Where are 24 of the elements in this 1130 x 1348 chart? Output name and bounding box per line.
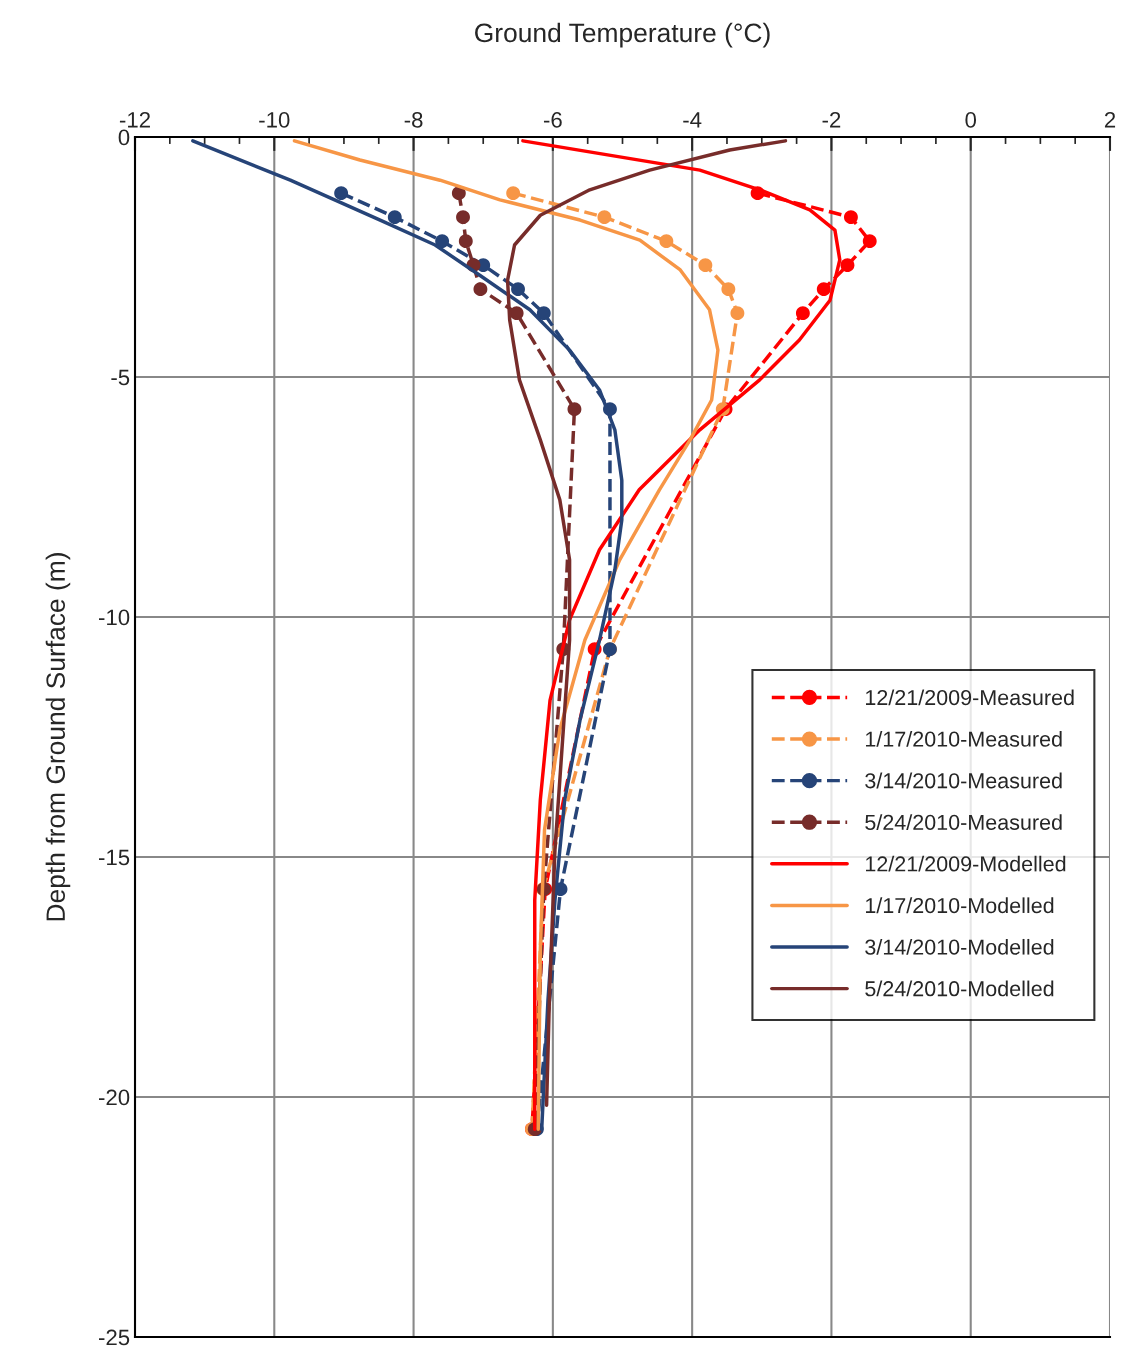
x-tick-label: 2 bbox=[1104, 112, 1116, 128]
y-tick-label: -15 bbox=[99, 849, 130, 866]
legend-label: 1/17/2010-Measured bbox=[866, 730, 1062, 747]
y-axis-title: Depth from Ground Surface (m) bbox=[45, 553, 71, 921]
y-tick-label: 0 bbox=[118, 129, 130, 146]
legend-label: 3/14/2010-Modelled bbox=[865, 938, 1054, 955]
y-tick-label: -5 bbox=[111, 369, 130, 386]
x-tick-label: -8 bbox=[404, 112, 423, 128]
x-tick-label: -12 bbox=[119, 112, 150, 128]
x-tick-label: 0 bbox=[965, 112, 977, 128]
x-tick-label: -6 bbox=[543, 112, 562, 128]
y-tick-label: -20 bbox=[99, 1089, 130, 1106]
legend-label: 12/21/2009-Measured bbox=[866, 689, 1074, 706]
x-axis-title: Ground Temperature (°C) bbox=[475, 22, 770, 48]
legend-label: 5/24/2010-Modelled bbox=[865, 980, 1054, 997]
legend-label: 12/21/2009-Modelled bbox=[866, 855, 1066, 872]
legend-label: 3/14/2010-Measured bbox=[865, 772, 1062, 789]
y-tick-label: -25 bbox=[99, 1329, 130, 1346]
x-tick-label: -10 bbox=[259, 112, 290, 128]
legend-label: 5/24/2010-Measured bbox=[865, 814, 1062, 830]
x-tick-label: -4 bbox=[683, 112, 702, 128]
legend-label: 1/17/2010-Modelled bbox=[866, 897, 1054, 914]
x-tick-label: -2 bbox=[822, 112, 841, 128]
y-tick-label: -10 bbox=[99, 609, 130, 626]
